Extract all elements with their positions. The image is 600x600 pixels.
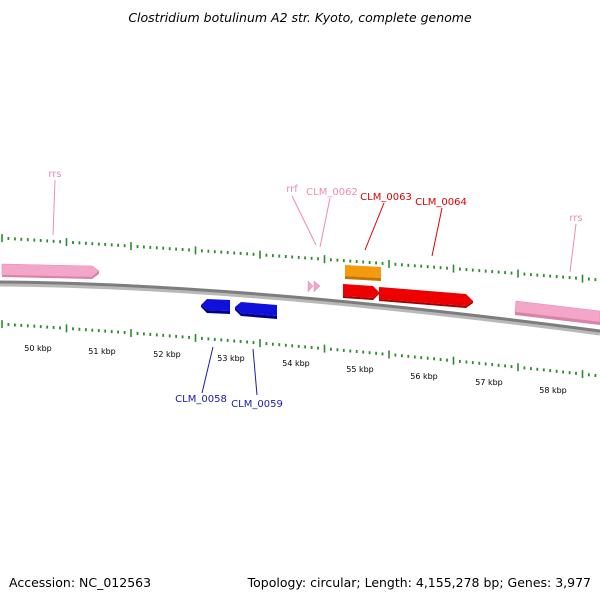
scale-label-51: 51 kbp <box>88 347 116 356</box>
genome-title: Clostridium botulinum A2 str. Kyoto, com… <box>128 10 472 25</box>
feature-CLM_0063[interactable] <box>343 284 379 300</box>
scale-label-54: 54 kbp <box>282 359 310 368</box>
lower-tick-track <box>1 320 597 379</box>
red-gene-body-1[interactable] <box>343 284 379 298</box>
genome-backbone <box>0 280 600 333</box>
blue-gene-body-2[interactable] <box>235 302 277 316</box>
label-CLM_0062[interactable]: CLM_0062 <box>306 187 358 198</box>
label-CLM_0064[interactable]: CLM_0064 <box>415 197 467 208</box>
feature-CLM_0064[interactable] <box>379 287 473 308</box>
scale-label-53: 53 kbp <box>217 354 245 363</box>
rrna-arrow-shadow <box>2 271 99 279</box>
leader-rrf <box>291 195 317 246</box>
leader-lines <box>52 179 577 396</box>
rrna-arrow[interactable] <box>1 263 100 278</box>
blue-gene-body-1[interactable] <box>201 299 230 311</box>
accession-text: Accession: NC_012563 <box>9 575 152 590</box>
label-CLM_0058[interactable]: CLM_0058 <box>175 394 227 405</box>
red-gene-body-2[interactable] <box>379 287 473 306</box>
red-gene-shadow-1 <box>343 292 379 300</box>
scale-label-56: 56 kbp <box>410 372 438 381</box>
rrf-arrow-2[interactable] <box>313 280 321 293</box>
leader-CLM_0062 <box>319 197 331 248</box>
orange-gene-shadow <box>345 276 381 281</box>
rrf-arrow-1[interactable] <box>307 280 314 293</box>
blue-gene-shadow-2 <box>235 307 277 319</box>
scale-label-50: 50 kbp <box>24 344 52 353</box>
leader-CLM_0058 <box>201 346 214 394</box>
leader-CLM_0064 <box>431 207 443 257</box>
red-gene-shadow-2 <box>379 299 473 308</box>
rrna-arrow-right-shadow <box>515 312 600 325</box>
scale-labels: 50 kbp 51 kbp 52 kbp 53 kbp 54 kbp 55 kb… <box>24 344 567 395</box>
genome-summary-text: Topology: circular; Length: 4,155,278 bp… <box>247 575 591 590</box>
upper-tick-track <box>1 234 597 283</box>
leader-CLM_0063 <box>364 202 385 251</box>
feature-rrf[interactable] <box>307 280 321 293</box>
label-rrs-right[interactable]: rrs <box>569 213 582 224</box>
genome-backbone-shadow <box>0 281 600 336</box>
label-CLM_0063[interactable]: CLM_0063 <box>360 192 412 203</box>
rrna-arrow-right[interactable] <box>514 300 600 323</box>
leader-CLM_0059 <box>252 348 258 396</box>
leader-rrs-left <box>52 179 56 236</box>
label-CLM_0059[interactable]: CLM_0059 <box>231 399 283 410</box>
label-rrs-left[interactable]: rrs <box>48 169 61 180</box>
scale-label-58: 58 kbp <box>539 386 567 395</box>
label-rrf[interactable]: rrf <box>286 184 298 195</box>
blue-gene-shadow-1 <box>201 305 230 314</box>
leader-rrs-right <box>569 223 577 273</box>
orange-gene-body[interactable] <box>345 265 381 278</box>
feature-CLM_0059[interactable] <box>235 302 277 319</box>
scale-label-57: 57 kbp <box>475 378 503 387</box>
feature-orange-gene[interactable] <box>345 265 381 281</box>
feature-rrs-left[interactable] <box>1 263 100 279</box>
scale-label-52: 52 kbp <box>153 350 181 359</box>
feature-CLM_0058[interactable] <box>201 299 230 314</box>
scale-label-55: 55 kbp <box>346 365 374 374</box>
feature-rrs-right[interactable] <box>514 300 600 325</box>
